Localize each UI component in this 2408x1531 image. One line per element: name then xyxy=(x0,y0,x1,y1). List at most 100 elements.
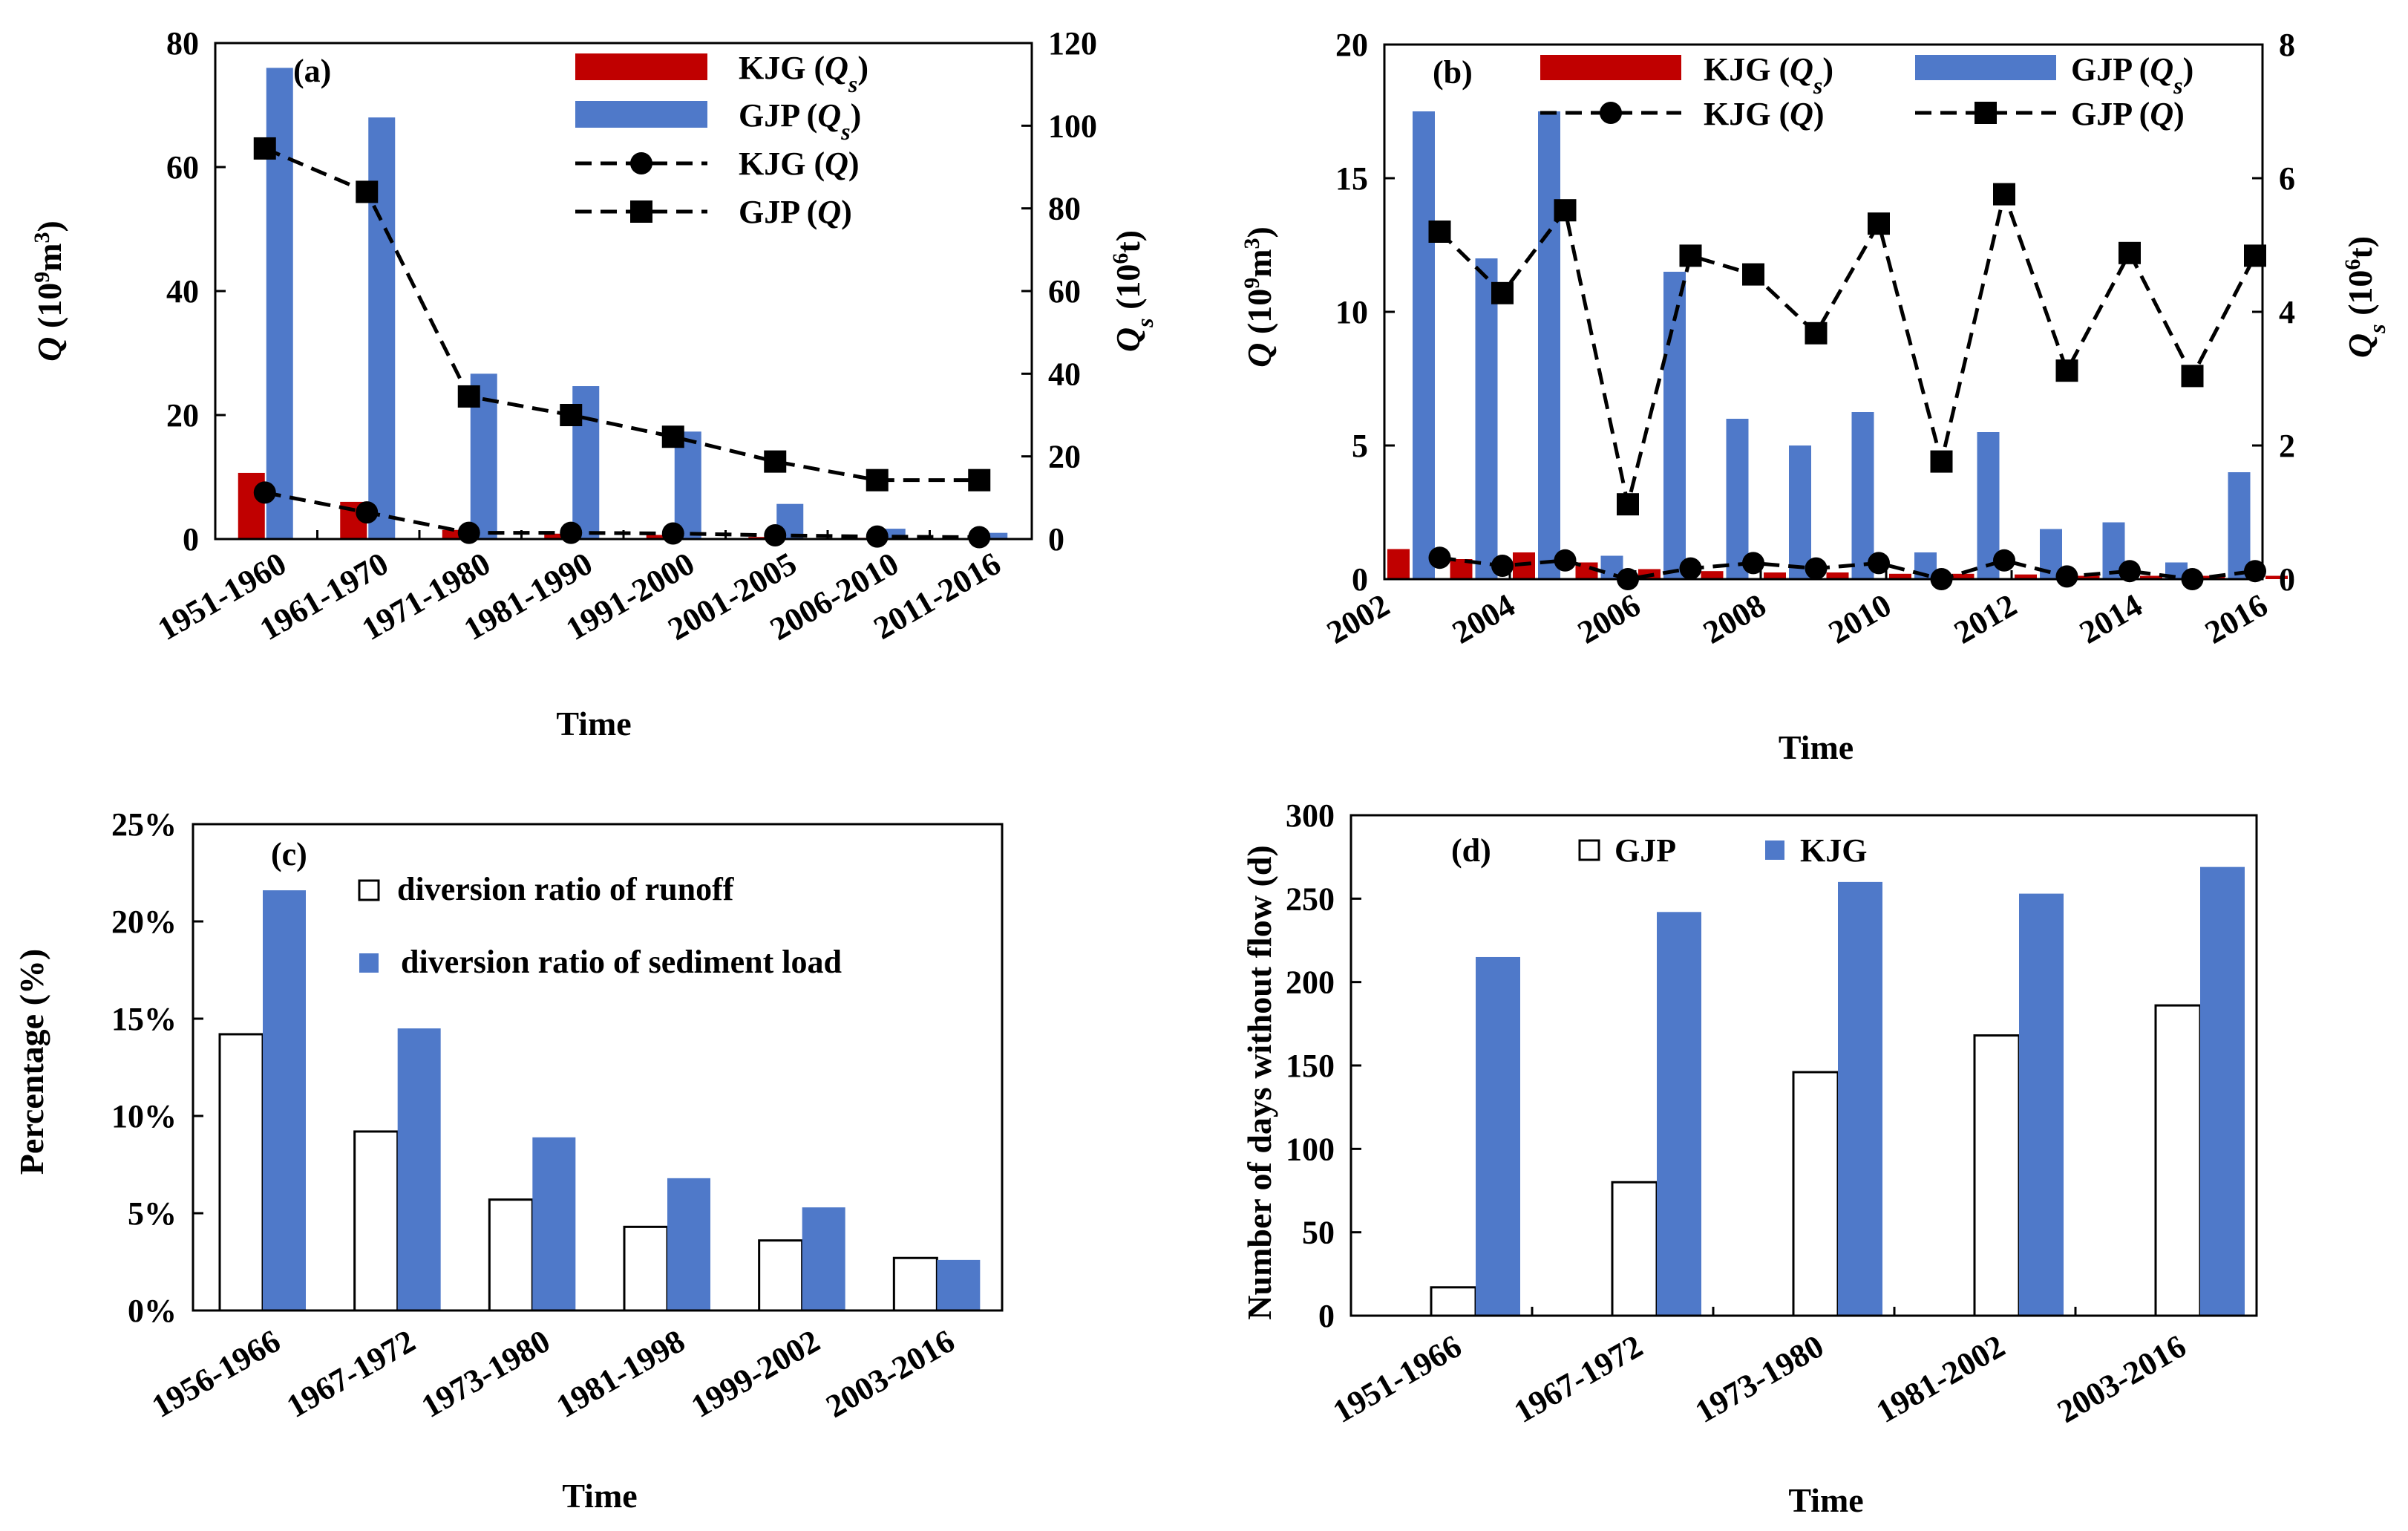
line-gjp-q xyxy=(264,146,980,483)
d-bar-kjg-4 xyxy=(2200,866,2245,1316)
b-right-tick-label-0: 0 xyxy=(2279,561,2295,598)
bar-gjp-qs-7 xyxy=(981,532,1008,539)
d-bar-kjg-3 xyxy=(2019,893,2064,1316)
c-bar-runoff-0 xyxy=(218,1033,264,1312)
d-bar-gjp-2 xyxy=(1792,1071,1839,1317)
b-panel-label: (b) xyxy=(1433,54,1473,91)
d-x-tick-label-1: 1967-1972 xyxy=(1508,1328,1649,1430)
d-y-tick-label-2: 100 xyxy=(1286,1131,1335,1167)
b-point-gjp-q-9 xyxy=(1993,183,2015,206)
b-point-kjg-q-7 xyxy=(1868,552,1890,575)
d-legend-gjp-label: GJP xyxy=(1614,832,1676,869)
b-bar-gjp-qs-6 xyxy=(1789,445,1811,579)
c-bar-sediment-2 xyxy=(532,1137,576,1310)
c-panel-label: (c) xyxy=(271,836,307,872)
point-kjg-q-6 xyxy=(866,525,889,548)
c-bar-sediment-4 xyxy=(802,1207,845,1310)
d-bar-gjp-3 xyxy=(1973,1034,2021,1317)
a-legend-kjg-q-label: KJG (Q) xyxy=(739,146,860,182)
d-bar-gjp-4 xyxy=(2154,1004,2202,1317)
b-point-gjp-q-7 xyxy=(1868,212,1890,235)
b-point-gjp-q-1 xyxy=(1491,281,1514,304)
b-point-gjp-q-6 xyxy=(1805,321,1828,345)
point-kjg-q-2 xyxy=(457,521,480,544)
b-bar-kjg-qs-12 xyxy=(2140,575,2162,579)
c-bar-sediment-5 xyxy=(937,1259,981,1310)
a-legend-gjp-qs-label: GJP (Qs) xyxy=(739,97,861,145)
point-gjp-q-0 xyxy=(253,137,276,160)
b-legend-kjg-qs-swatch xyxy=(1540,55,1681,80)
b-legend-kjg-qs-label: KJG (Qs) xyxy=(1704,51,1833,99)
c-bar-sediment-0 xyxy=(263,890,306,1310)
b-right-tick-label-3: 6 xyxy=(2279,160,2295,197)
b-left-tick-label-0: 0 xyxy=(1352,561,1368,598)
b-left-tick-label-3: 15 xyxy=(1335,160,1368,197)
c-bar-runoff-5 xyxy=(892,1256,938,1312)
c-bar-sediment-1 xyxy=(397,1028,441,1310)
b-x-tick-label-6: 2014 xyxy=(2073,587,2148,650)
d-y-tick-label-4: 200 xyxy=(1286,964,1335,1001)
c-legend-runoff-swatch xyxy=(358,879,380,901)
bar-kjg-qs-4 xyxy=(646,535,673,539)
point-gjp-q-6 xyxy=(866,469,889,492)
b-x-tick-label-5: 2012 xyxy=(1948,587,2023,650)
b-point-gjp-q-11 xyxy=(2119,241,2141,264)
panel-c-chart: 0% 5% 10% 15% 20% 25% 1956-19661967-19721973-1… xyxy=(13,806,1004,1515)
b-bar-gjp-qs-7 xyxy=(1851,412,1874,579)
b-point-gjp-q-0 xyxy=(1428,221,1451,243)
b-x-tick-label-2: 2006 xyxy=(1571,587,1646,650)
c-y-tick-label-1: 5% xyxy=(128,1195,177,1232)
point-kjg-q-0 xyxy=(253,481,276,504)
c-legend-runoff-label: diversion ratio of runoff xyxy=(397,871,735,907)
a-right-tick-label-6: 120 xyxy=(1048,25,1097,62)
b-point-gjp-q-8 xyxy=(1930,450,1953,473)
a-right-tick-label-5: 100 xyxy=(1048,108,1097,144)
b-left-tick-label-4: 20 xyxy=(1335,27,1368,63)
bar-gjp-qs-4 xyxy=(674,431,701,539)
panel-c-plot-frame xyxy=(192,823,1004,1312)
panel-a-chart: 0204060800204060801001201951-19601961-19… xyxy=(30,25,1159,742)
d-y-tick-label-5: 250 xyxy=(1286,881,1335,917)
b-bar-gjp-qs-13 xyxy=(2228,472,2251,579)
b-point-gjp-q-5 xyxy=(1742,263,1764,286)
b-point-gjp-q-2 xyxy=(1554,199,1577,222)
point-gjp-q-5 xyxy=(764,450,787,473)
a-left-tick-label-0: 0 xyxy=(183,521,199,558)
a-y-right-title: Qs (106t) xyxy=(1108,230,1159,352)
b-line-gjp-q xyxy=(1438,187,2257,505)
b-point-kjg-q-0 xyxy=(1428,546,1451,569)
d-y-axis-title: Number of days without flow (d) xyxy=(1240,845,1278,1319)
b-bar-kjg-qs-11 xyxy=(2077,575,2100,579)
c-y-tick-label-3: 15% xyxy=(111,1001,177,1037)
b-point-gjp-q-10 xyxy=(2055,359,2078,382)
b-x-tick-label-1: 2004 xyxy=(1446,587,1521,650)
a-legend-kjg-q-marker xyxy=(630,152,652,174)
point-kjg-q-4 xyxy=(661,522,684,545)
c-legend-sediment-swatch xyxy=(359,953,379,973)
c-legend-sediment-label: diversion ratio of sediment load xyxy=(401,944,842,980)
b-point-kjg-q-6 xyxy=(1805,557,1828,580)
c-bar-sediment-3 xyxy=(667,1178,710,1310)
b-legend-kjg-q-marker xyxy=(1600,102,1622,124)
point-gjp-q-1 xyxy=(356,180,379,203)
a-legend-kjg-qs-swatch xyxy=(575,53,707,80)
b-point-gjp-q-3 xyxy=(1617,493,1639,516)
b-point-kjg-q-10 xyxy=(2055,565,2078,588)
b-bar-gjp-qs-0 xyxy=(1413,111,1435,579)
a-right-tick-label-1: 20 xyxy=(1048,439,1081,475)
a-legend-gjp-q-marker xyxy=(630,200,652,223)
a-left-tick-label-4: 80 xyxy=(166,25,199,62)
b-legend-gjp-q-label: GJP (Q) xyxy=(2071,96,2185,132)
a-panel-label: (a) xyxy=(293,53,331,89)
c-x-tick-label-4: 1999-2002 xyxy=(685,1322,826,1425)
d-x-tick-label-0: 1951-1966 xyxy=(1326,1328,1468,1430)
d-bar-kjg-2 xyxy=(1838,881,1882,1316)
c-bar-runoff-3 xyxy=(623,1225,669,1312)
b-bar-gjp-qs-2 xyxy=(1538,111,1560,579)
d-bar-kjg-1 xyxy=(1657,912,1701,1316)
b-point-kjg-q-5 xyxy=(1742,552,1764,575)
d-x-axis-title: Time xyxy=(1788,1481,1863,1519)
b-bar-kjg-qs-8 xyxy=(1889,573,1911,579)
